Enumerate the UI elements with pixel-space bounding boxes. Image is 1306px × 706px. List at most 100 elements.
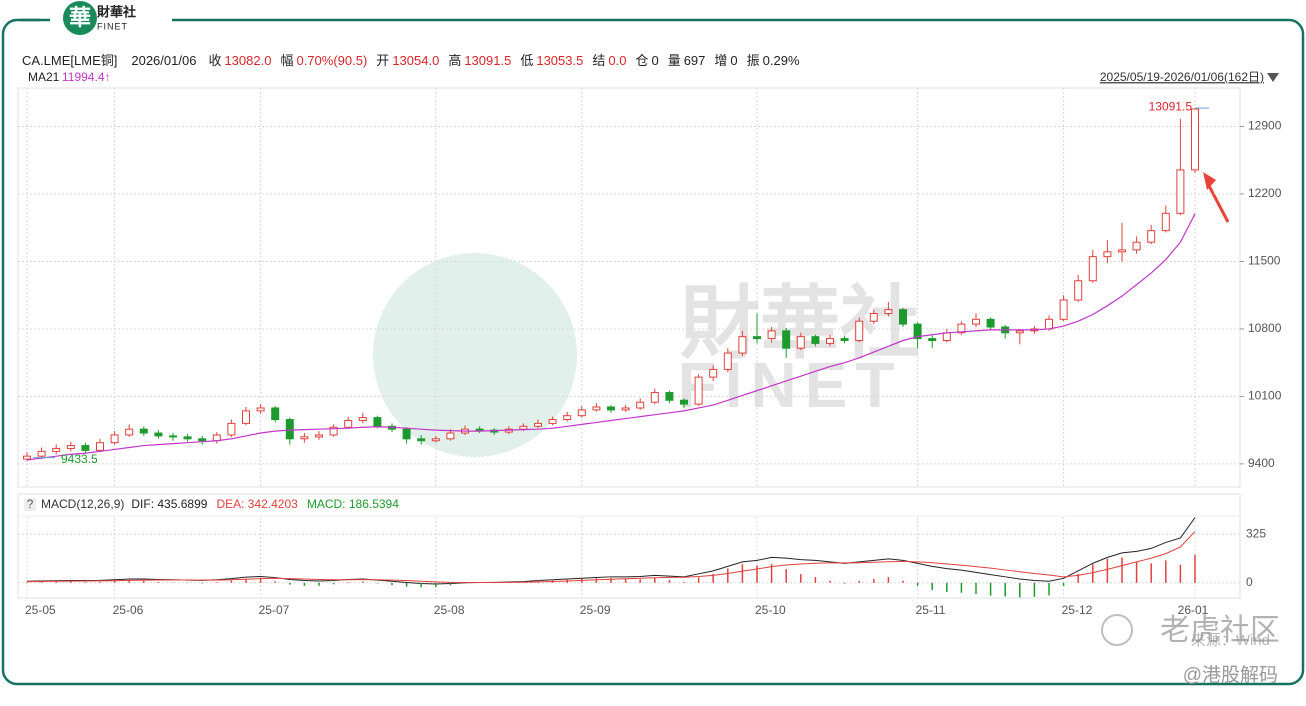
candle-body	[37, 450, 46, 457]
candle-body	[475, 428, 484, 431]
candle-body	[285, 419, 294, 440]
x-tick-label: 25-07	[259, 603, 290, 617]
candle-body	[607, 406, 615, 411]
annotation: 13091.5	[1149, 99, 1193, 113]
candle-body	[782, 330, 791, 349]
y-tick-label: 10100	[1248, 389, 1282, 403]
x-tick-label: 25-06	[113, 603, 144, 617]
quote-value: 0.70%(90.5)	[296, 53, 368, 68]
candle-body	[548, 419, 557, 424]
candle-body	[81, 445, 90, 451]
watermark: 財華社 FINET	[373, 253, 920, 457]
candle-body	[431, 438, 440, 442]
candle-body	[23, 455, 31, 460]
range-dropdown[interactable]	[1267, 73, 1279, 82]
candle-body	[344, 420, 353, 428]
quote-label: 幅	[280, 53, 294, 68]
watermark-community: 老虎社区	[1160, 614, 1280, 647]
help-box	[24, 498, 36, 511]
candle-body	[154, 432, 163, 437]
frame	[1, 18, 1305, 686]
y-tick-label: 10800	[1248, 321, 1282, 335]
candle-body	[592, 406, 601, 411]
main-plot	[17, 87, 1241, 488]
x-tick-label: 26-01	[1178, 603, 1209, 617]
logo-circle	[63, 1, 97, 35]
ma-value: 11994.4↑	[62, 70, 111, 84]
candle-body	[1088, 256, 1097, 282]
candle-body	[183, 436, 192, 440]
date-range[interactable]: 2025/05/19-2026/01/06(162日)	[1100, 70, 1264, 84]
candle-body	[826, 338, 834, 344]
candle-body	[315, 434, 323, 438]
candle-body	[796, 336, 805, 349]
candle-body	[417, 438, 426, 442]
candle-body	[680, 399, 688, 405]
x-tick-label: 25-12	[1062, 603, 1093, 617]
brand: 財華社	[96, 4, 136, 19]
candle-body	[811, 336, 820, 344]
candle-body	[957, 323, 966, 334]
candle-body	[986, 318, 995, 328]
quote-label: 低	[520, 53, 534, 68]
ma-name: MA21	[28, 70, 60, 84]
candle-body	[665, 392, 674, 401]
candle-body	[519, 425, 528, 430]
macd-help[interactable]: ?	[27, 497, 34, 511]
x-tick-label: 25-10	[755, 603, 786, 617]
candle-body	[1161, 212, 1170, 232]
legend-entry: MACD: 186.5394	[307, 497, 399, 511]
quote-label: 仓	[635, 53, 649, 68]
candle-body	[928, 338, 937, 342]
candle-body	[52, 447, 61, 452]
candle-body	[227, 422, 236, 436]
candle-body	[358, 417, 367, 422]
quote-value: 0.0	[608, 53, 627, 68]
quote-label: 高	[448, 53, 462, 68]
candle-body	[840, 338, 849, 342]
candle-body	[1103, 251, 1112, 258]
watermark-icon	[1101, 614, 1133, 646]
candle-body	[110, 434, 119, 444]
candle-body	[1118, 249, 1126, 253]
candle-body	[1132, 241, 1141, 251]
quote-value: 0	[730, 53, 738, 68]
candle-body	[753, 336, 761, 340]
candle-body	[1015, 330, 1024, 334]
candle-body	[1176, 169, 1185, 214]
legend-entry: DEA: 342.4203	[216, 497, 298, 511]
candle-body	[1147, 230, 1156, 243]
quote-value: 13091.5	[464, 53, 512, 68]
candle-body	[869, 313, 878, 322]
y-tick-label: 12900	[1248, 119, 1282, 133]
candle-body	[125, 428, 134, 436]
quote-label: CA.LME[LME铜]	[22, 53, 118, 68]
watermark-logo	[373, 253, 577, 457]
quote-value: 13053.5	[536, 53, 584, 68]
candle-body	[913, 323, 922, 340]
candle-body	[621, 407, 630, 411]
candle-body	[1059, 299, 1068, 320]
quote-label: 振	[746, 53, 760, 68]
quote-label: 开	[376, 53, 390, 68]
y-tick-label: 0	[1246, 575, 1253, 589]
y-tick-label: 325	[1246, 526, 1266, 540]
source: 来源：Wind	[1191, 632, 1270, 649]
x-tick-label: 25-09	[580, 603, 611, 617]
macd-line	[26, 517, 1196, 585]
y-tick-label: 12200	[1248, 186, 1282, 200]
x-tick-label: 25-05	[25, 603, 56, 617]
candle-body	[563, 415, 572, 421]
candle-body	[709, 368, 718, 378]
candle-body	[942, 332, 951, 342]
macd-plot	[17, 493, 1241, 599]
candle-body	[169, 435, 177, 438]
candle-body	[899, 309, 907, 325]
candle-body	[694, 376, 703, 405]
y-tick-label: 11500	[1248, 254, 1281, 268]
candle-body	[738, 336, 747, 354]
pointer-arrowhead	[1203, 172, 1216, 190]
quote-label: 量	[667, 53, 681, 68]
watermark-brand-en: FINET	[678, 349, 903, 421]
